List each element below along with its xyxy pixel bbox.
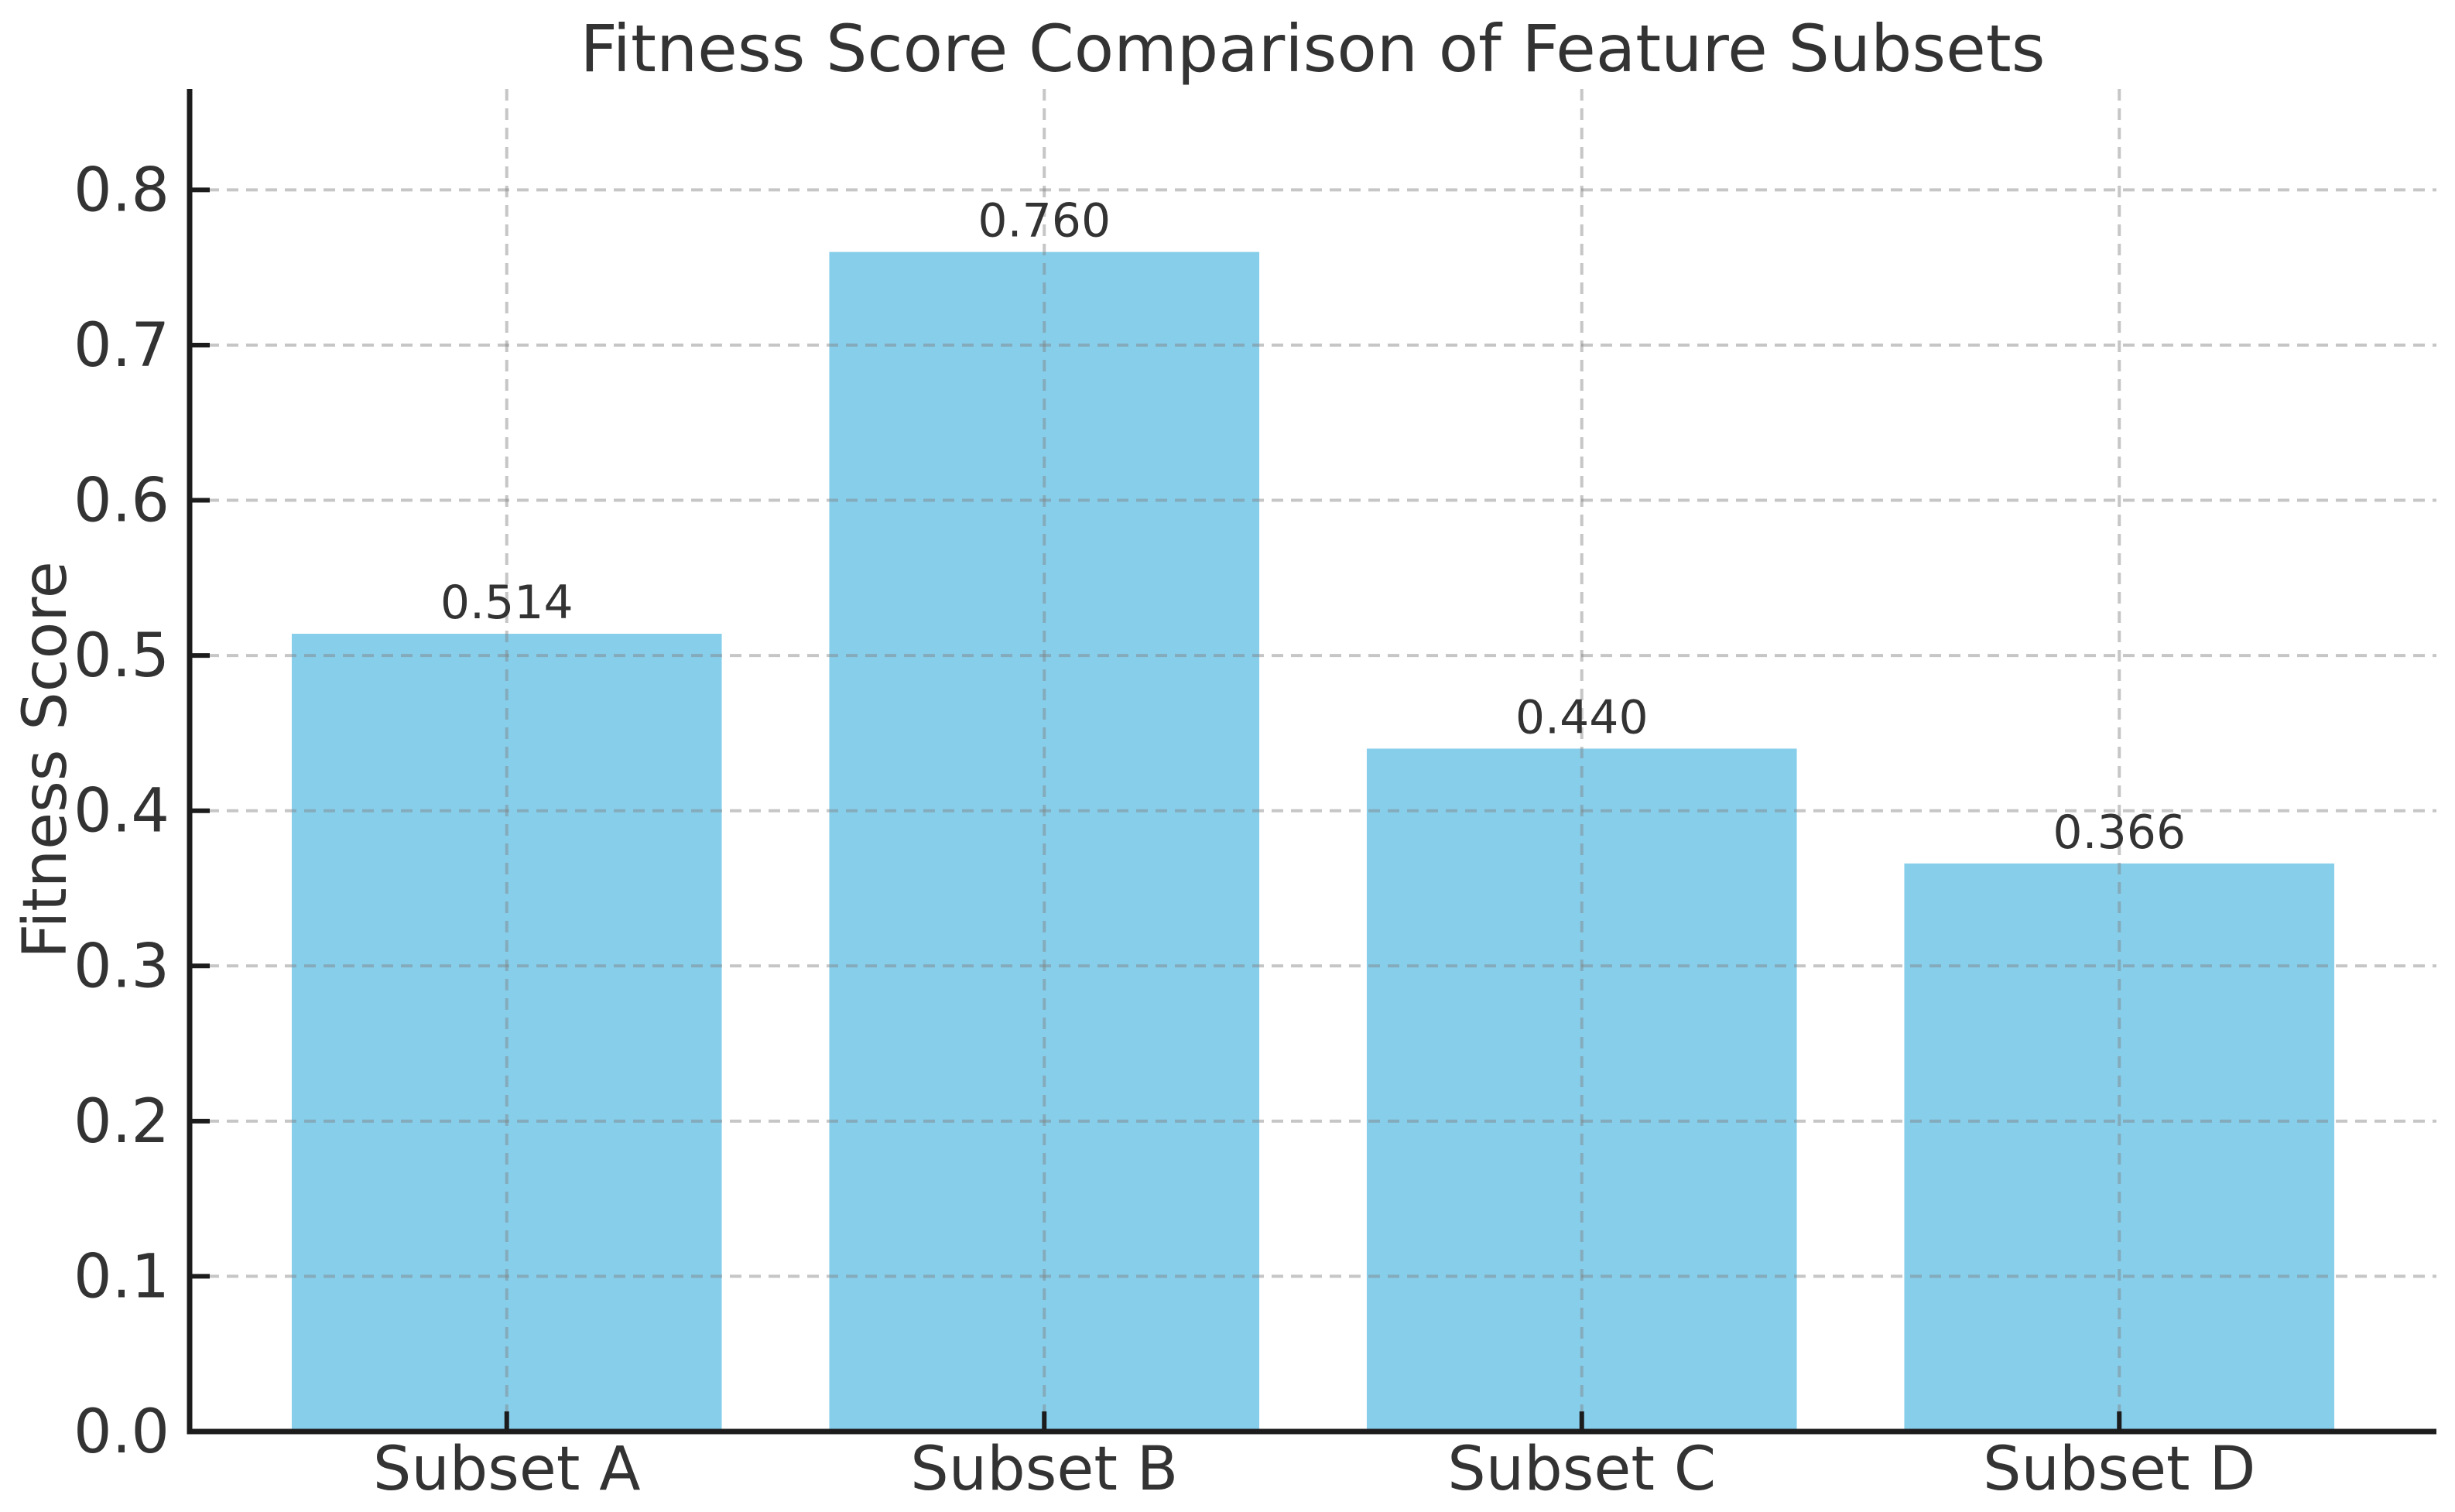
x-tick-label-subset-a: Subset A [373,1435,641,1504]
bar-subset-c [1366,748,1797,1429]
y-tick-label-0.1: 0.1 [74,1242,169,1312]
bar-subset-b [829,251,1260,1429]
bars-layer [291,251,2335,1429]
y-tick-label-0.7: 0.7 [74,311,169,381]
y-tick-label-0.3: 0.3 [74,932,169,1001]
axes-layer [187,89,2436,1435]
bar-value-labels-layer: 0.514 0.760 0.440 0.366 [440,194,2186,860]
bar-subset-d [1904,863,2335,1429]
chart-title: Fitness Score Comparison of Feature Subs… [580,11,2045,87]
y-tick-label-0.6: 0.6 [74,467,169,536]
bar-value-label-4: 0.366 [2053,806,2186,860]
y-tick-label-0.5: 0.5 [74,621,169,691]
y-tick-label-0.4: 0.4 [74,777,169,847]
gridlines-layer [188,89,2436,1429]
y-axis-label: Fitness Score [11,561,80,958]
y-tick-label-0.0: 0.0 [74,1397,169,1467]
tick-labels-layer: 0.0 0.1 0.2 0.3 0.4 0.5 0.6 0.7 0.8 Subset A Subse… [74,156,2256,1504]
bar-value-label-2: 0.760 [978,194,1111,248]
x-tick-label-subset-c: Subset C [1447,1435,1716,1504]
y-tick-label-0.2: 0.2 [74,1087,169,1157]
bar-value-label-1: 0.514 [440,576,574,630]
x-tick-label-subset-b: Subset B [910,1435,1178,1504]
x-tick-label-subset-d: Subset D [1983,1435,2256,1504]
y-tick-label-0.8: 0.8 [74,156,169,225]
bar-subset-a [291,634,722,1429]
bar-value-label-3: 0.440 [1515,690,1649,744]
